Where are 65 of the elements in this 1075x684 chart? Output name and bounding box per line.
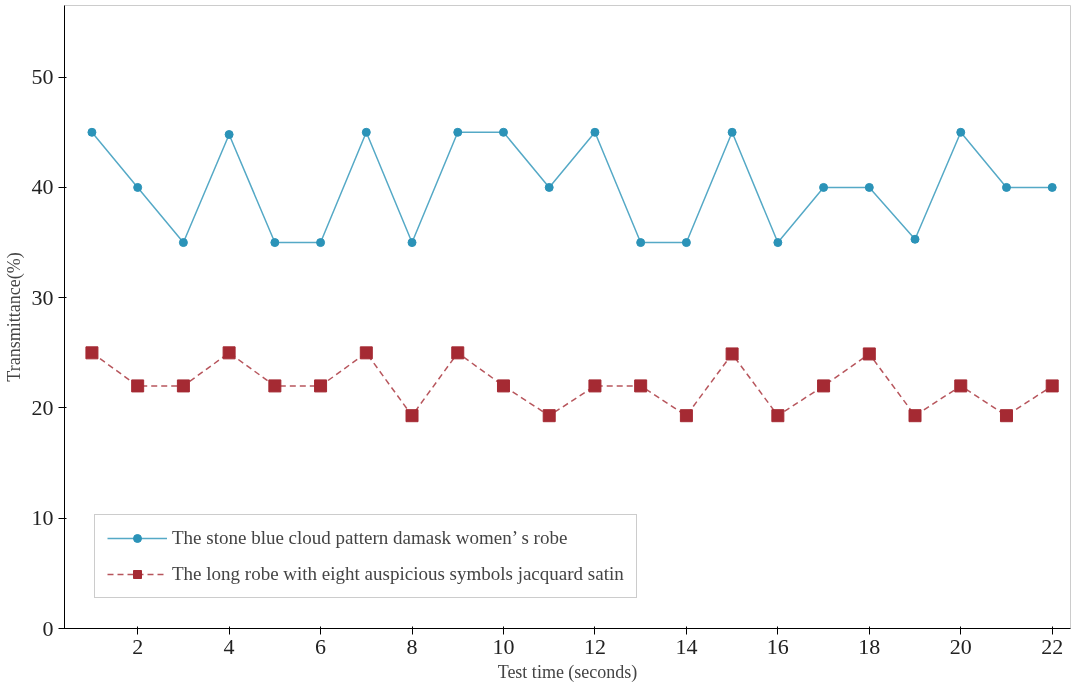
- point: [451, 346, 465, 360]
- point: [588, 379, 602, 393]
- point: [133, 182, 143, 192]
- point: [1045, 379, 1059, 393]
- x-tick-label: 4: [223, 633, 235, 659]
- point: [679, 409, 693, 423]
- point: [956, 127, 966, 137]
- point: [910, 234, 920, 244]
- x-tick-label: 18: [858, 633, 881, 659]
- point: [131, 379, 145, 393]
- point: [87, 127, 97, 137]
- point: [314, 379, 328, 393]
- point: [178, 238, 188, 248]
- x-tick-label: 10: [492, 633, 515, 659]
- point: [771, 409, 785, 423]
- y-tick-label: 50: [31, 64, 54, 90]
- legend-label: The long robe with eight auspicious symbols jacquard satin: [172, 563, 624, 585]
- x-tick-label: 12: [583, 633, 606, 659]
- point: [590, 127, 600, 137]
- x-tick-label: 8: [406, 633, 418, 659]
- point: [999, 409, 1013, 423]
- x-axis-title: Test time (seconds): [497, 661, 638, 683]
- point: [1047, 182, 1057, 192]
- point: [636, 238, 646, 248]
- point: [681, 238, 691, 248]
- point: [725, 347, 739, 361]
- point: [268, 379, 282, 393]
- point: [542, 409, 556, 423]
- point: [222, 346, 236, 360]
- x-tick-label: 20: [949, 633, 972, 659]
- point: [908, 409, 922, 423]
- point: [544, 182, 554, 192]
- point: [85, 346, 99, 360]
- y-axis-title: Transmittance(%): [3, 252, 25, 382]
- point: [359, 346, 373, 360]
- x-tick-label: 6: [315, 633, 327, 659]
- y-tick-label: 30: [31, 284, 54, 310]
- point: [819, 182, 829, 192]
- point: [407, 238, 417, 248]
- point: [498, 127, 508, 137]
- y-tick-label: 0: [42, 615, 54, 641]
- legend-label: The stone blue cloud pattern damask women’ s robe: [172, 527, 568, 549]
- point: [727, 127, 737, 137]
- point: [361, 127, 371, 137]
- x-tick-label: 2: [132, 633, 144, 659]
- point: [453, 127, 463, 137]
- point: [817, 379, 831, 393]
- point: [224, 130, 234, 139]
- point: [496, 379, 510, 393]
- x-tick-label: 22: [1041, 633, 1064, 659]
- y-tick-label: 10: [31, 505, 54, 531]
- point: [316, 238, 326, 248]
- point: [954, 379, 968, 393]
- point: [864, 182, 874, 192]
- point: [270, 238, 280, 248]
- point: [1001, 182, 1011, 192]
- y-tick-label: 40: [31, 174, 54, 200]
- point: [405, 409, 419, 423]
- point: [862, 347, 876, 361]
- point: [773, 238, 783, 248]
- point: [176, 379, 190, 393]
- y-tick-label: 20: [31, 394, 54, 420]
- point: [634, 379, 648, 393]
- x-tick-label: 14: [675, 633, 698, 659]
- x-tick-label: 16: [766, 633, 789, 659]
